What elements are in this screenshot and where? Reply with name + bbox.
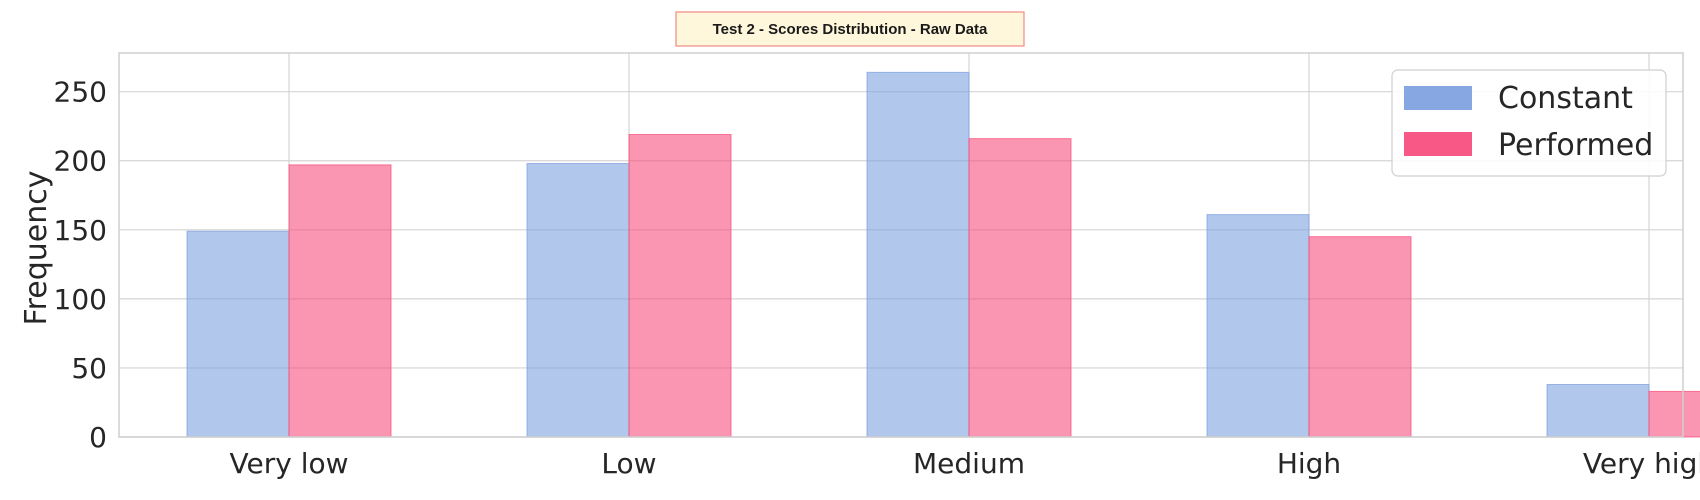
bar-constant-low — [526, 163, 630, 438]
legend-swatch-performed — [1404, 132, 1472, 156]
tick-labels: 0 50 100 150 200 250 Very low Low Medium High Very… — [54, 76, 1700, 480]
bar-constant-medium — [866, 71, 970, 438]
chart-title-box — [675, 11, 1025, 47]
bar-performed-medium — [968, 138, 1072, 438]
chart-title: Test 2 - Scores Distribution - Raw Data — [713, 21, 988, 38]
bar-performed-very-high — [1648, 390, 1700, 438]
y-tick-label: 250 — [54, 76, 107, 109]
bars — [186, 71, 1700, 438]
bar-constant-high — [1206, 214, 1310, 438]
y-tick-label: 150 — [54, 214, 107, 247]
x-tick-label: Very high — [1583, 447, 1700, 480]
chart-title-group: Test 2 - Scores Distribution - Raw Data — [675, 11, 1025, 47]
y-tick-label: 100 — [54, 283, 107, 316]
bar-performed-very-low — [288, 164, 392, 438]
y-tick-label: 50 — [71, 352, 107, 385]
y-axis-title: Frequency — [19, 171, 54, 326]
legend-swatch-constant — [1404, 86, 1472, 110]
y-tick-label: 0 — [89, 421, 107, 454]
x-tick-label: Very low — [230, 447, 349, 480]
bar-constant-very-high — [1546, 384, 1650, 438]
legend-label-constant: Constant — [1498, 81, 1633, 116]
x-tick-label: Low — [601, 447, 656, 480]
legend: Constant Performed — [1391, 69, 1667, 177]
x-tick-label: Medium — [913, 447, 1025, 480]
bar-performed-low — [628, 133, 732, 438]
bar-performed-high — [1308, 236, 1412, 438]
bar-constant-very-low — [186, 230, 290, 438]
plot-frame — [118, 52, 1684, 438]
y-tick-label: 200 — [54, 145, 107, 178]
x-tick-label: High — [1277, 447, 1341, 480]
legend-label-performed: Performed — [1498, 128, 1653, 163]
